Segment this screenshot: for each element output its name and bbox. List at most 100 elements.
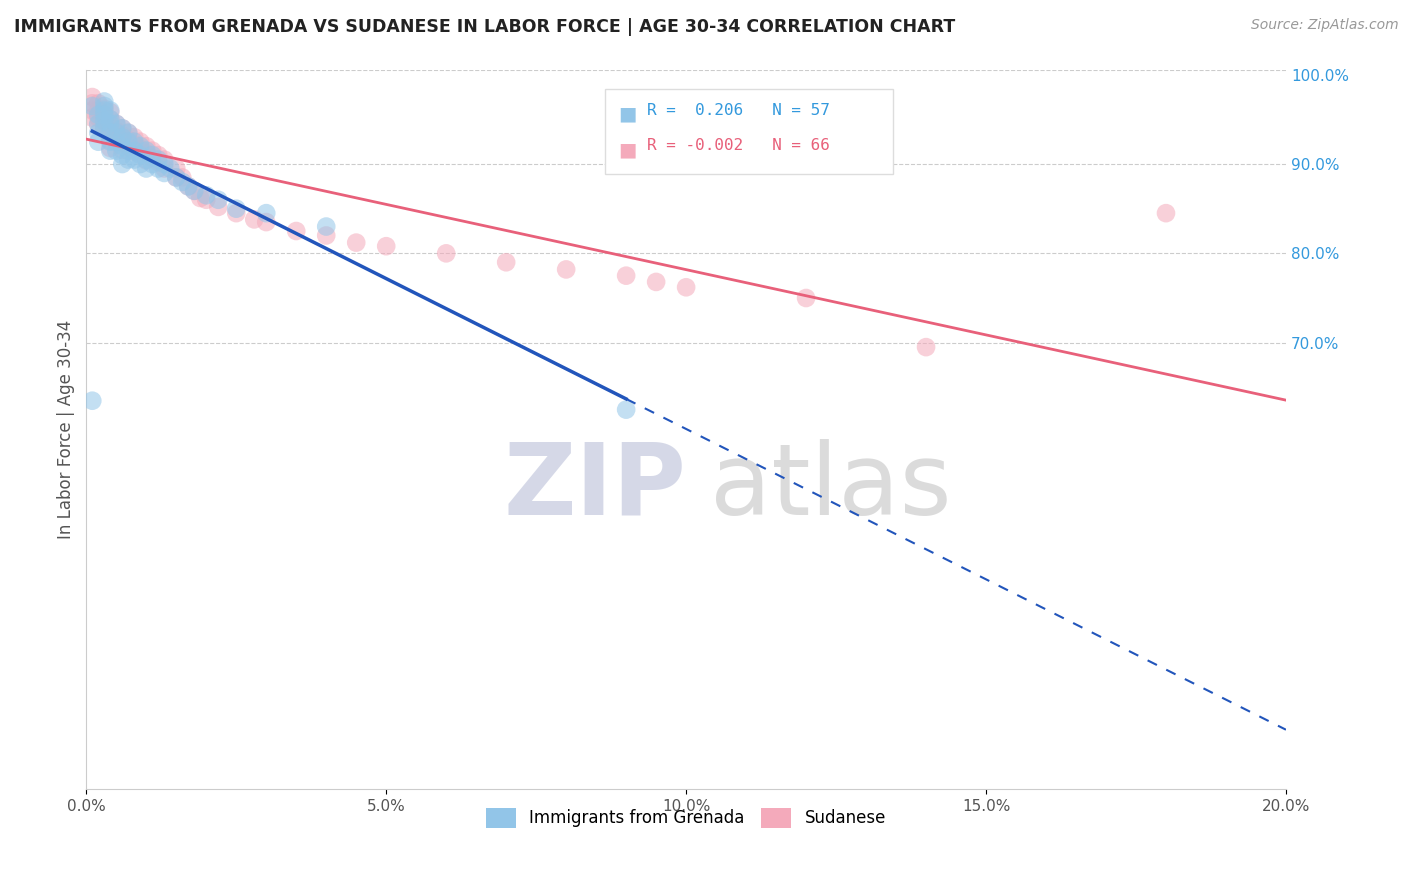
Point: [105, 117, 128, 131]
Point: [153, 166, 176, 180]
Point: [434, 246, 457, 260]
Point: [124, 153, 146, 167]
Point: [195, 193, 218, 207]
Text: R = -0.002   N = 66: R = -0.002 N = 66: [647, 138, 830, 153]
Point: [98, 127, 121, 141]
Point: [111, 121, 134, 136]
Point: [87, 111, 110, 125]
Point: [98, 117, 121, 131]
Text: atlas: atlas: [710, 439, 952, 536]
Point: [172, 170, 194, 185]
Point: [93, 103, 115, 118]
Point: [98, 126, 121, 140]
Point: [111, 128, 134, 143]
Point: [495, 255, 517, 269]
Point: [135, 146, 157, 161]
Point: [645, 275, 668, 289]
Text: ZIP: ZIP: [503, 439, 686, 536]
Point: [87, 135, 110, 149]
Point: [915, 340, 938, 354]
Point: [105, 144, 128, 158]
Point: [225, 206, 247, 220]
Point: [129, 157, 152, 171]
Y-axis label: In Labor Force | Age 30-34: In Labor Force | Age 30-34: [58, 320, 75, 540]
Point: [82, 90, 104, 104]
Point: [124, 130, 146, 145]
Point: [93, 121, 115, 136]
Point: [153, 161, 176, 176]
Point: [129, 139, 152, 153]
Point: [183, 184, 205, 198]
Text: IMMIGRANTS FROM GRENADA VS SUDANESE IN LABOR FORCE | AGE 30-34 CORRELATION CHART: IMMIGRANTS FROM GRENADA VS SUDANESE IN L…: [14, 18, 955, 36]
Point: [87, 117, 110, 131]
Point: [87, 108, 110, 122]
Text: R =  0.206   N = 57: R = 0.206 N = 57: [647, 103, 830, 118]
Point: [111, 148, 134, 162]
Text: ■: ■: [619, 140, 637, 159]
Point: [111, 136, 134, 150]
Point: [315, 219, 337, 234]
Point: [675, 280, 697, 294]
Point: [93, 114, 115, 128]
Point: [148, 148, 170, 162]
Point: [82, 111, 104, 125]
Point: [82, 99, 104, 113]
Legend: Immigrants from Grenada, Sudanese: Immigrants from Grenada, Sudanese: [479, 801, 893, 835]
Point: [93, 95, 115, 109]
Point: [148, 153, 170, 167]
Point: [111, 157, 134, 171]
Point: [117, 126, 139, 140]
Point: [177, 179, 200, 194]
Point: [117, 144, 139, 158]
Point: [105, 117, 128, 131]
Point: [129, 148, 152, 162]
Point: [141, 157, 163, 171]
Point: [614, 268, 637, 283]
Point: [82, 96, 104, 111]
Point: [129, 142, 152, 156]
Point: [93, 108, 115, 122]
Point: [135, 139, 157, 153]
Point: [87, 103, 110, 118]
Point: [207, 200, 229, 214]
Text: ■: ■: [619, 104, 637, 123]
Point: [117, 135, 139, 149]
Point: [98, 105, 121, 120]
Point: [315, 228, 337, 243]
Point: [135, 153, 157, 167]
Point: [225, 202, 247, 216]
Point: [177, 179, 200, 194]
Point: [87, 126, 110, 140]
Point: [285, 224, 308, 238]
Point: [111, 139, 134, 153]
Point: [82, 393, 104, 408]
Point: [172, 175, 194, 189]
Point: [87, 118, 110, 132]
Point: [254, 215, 277, 229]
Point: [794, 291, 817, 305]
Point: [82, 103, 104, 118]
Point: [117, 153, 139, 167]
Point: [124, 144, 146, 158]
Point: [183, 184, 205, 198]
Point: [243, 212, 266, 227]
Point: [555, 262, 578, 277]
Point: [141, 151, 163, 165]
Point: [124, 135, 146, 149]
Point: [141, 148, 163, 162]
Point: [159, 161, 181, 176]
Point: [165, 161, 187, 176]
Point: [129, 135, 152, 149]
Point: [111, 130, 134, 145]
Point: [117, 133, 139, 147]
Point: [1154, 206, 1177, 220]
Point: [153, 153, 176, 167]
Point: [98, 112, 121, 127]
Point: [105, 126, 128, 140]
Point: [124, 145, 146, 159]
Point: [105, 131, 128, 145]
Point: [98, 144, 121, 158]
Point: [195, 188, 218, 202]
Point: [98, 141, 121, 155]
Point: [98, 134, 121, 148]
